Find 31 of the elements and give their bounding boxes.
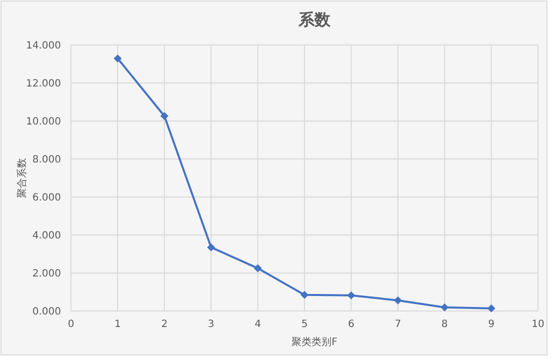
point bbox=[114, 54, 122, 62]
x-tick-label: 9 bbox=[488, 319, 494, 330]
y-axis-title: 聚合系数 bbox=[16, 158, 28, 198]
x-tick-label: 8 bbox=[441, 319, 448, 330]
x-tick-label: 6 bbox=[348, 319, 354, 330]
y-tick-label: 12.000 bbox=[26, 78, 61, 90]
x-tick-label: 4 bbox=[254, 319, 261, 330]
y-tick-label: 2.000 bbox=[32, 268, 61, 280]
point bbox=[440, 303, 449, 312]
x-tick-label: 7 bbox=[394, 319, 402, 330]
x-tick-label: 2 bbox=[161, 319, 168, 330]
point bbox=[254, 264, 262, 272]
y-tick-label: 14.000 bbox=[26, 40, 61, 52]
x-tick-label: 0 bbox=[68, 319, 74, 330]
x-tick-label: 1 bbox=[114, 319, 121, 330]
point bbox=[394, 296, 402, 304]
x-tick-label: 3 bbox=[208, 319, 214, 330]
point bbox=[347, 291, 356, 300]
y-tick-label: 6.000 bbox=[32, 192, 61, 204]
point bbox=[487, 304, 496, 312]
point bbox=[160, 112, 168, 120]
y-tick-label: 0.000 bbox=[32, 306, 61, 318]
x-tick-label: 5 bbox=[301, 319, 308, 330]
point bbox=[300, 290, 308, 299]
point bbox=[207, 243, 216, 252]
y-tick-label: 4.000 bbox=[32, 230, 61, 242]
x-tick-label: 10 bbox=[532, 319, 544, 330]
y-tick-label: 10.000 bbox=[26, 116, 61, 128]
y-tick-label: 8.000 bbox=[32, 154, 61, 166]
x-axis-title: 聚类类别F bbox=[292, 336, 338, 348]
chart-title: 系数 bbox=[298, 10, 332, 29]
